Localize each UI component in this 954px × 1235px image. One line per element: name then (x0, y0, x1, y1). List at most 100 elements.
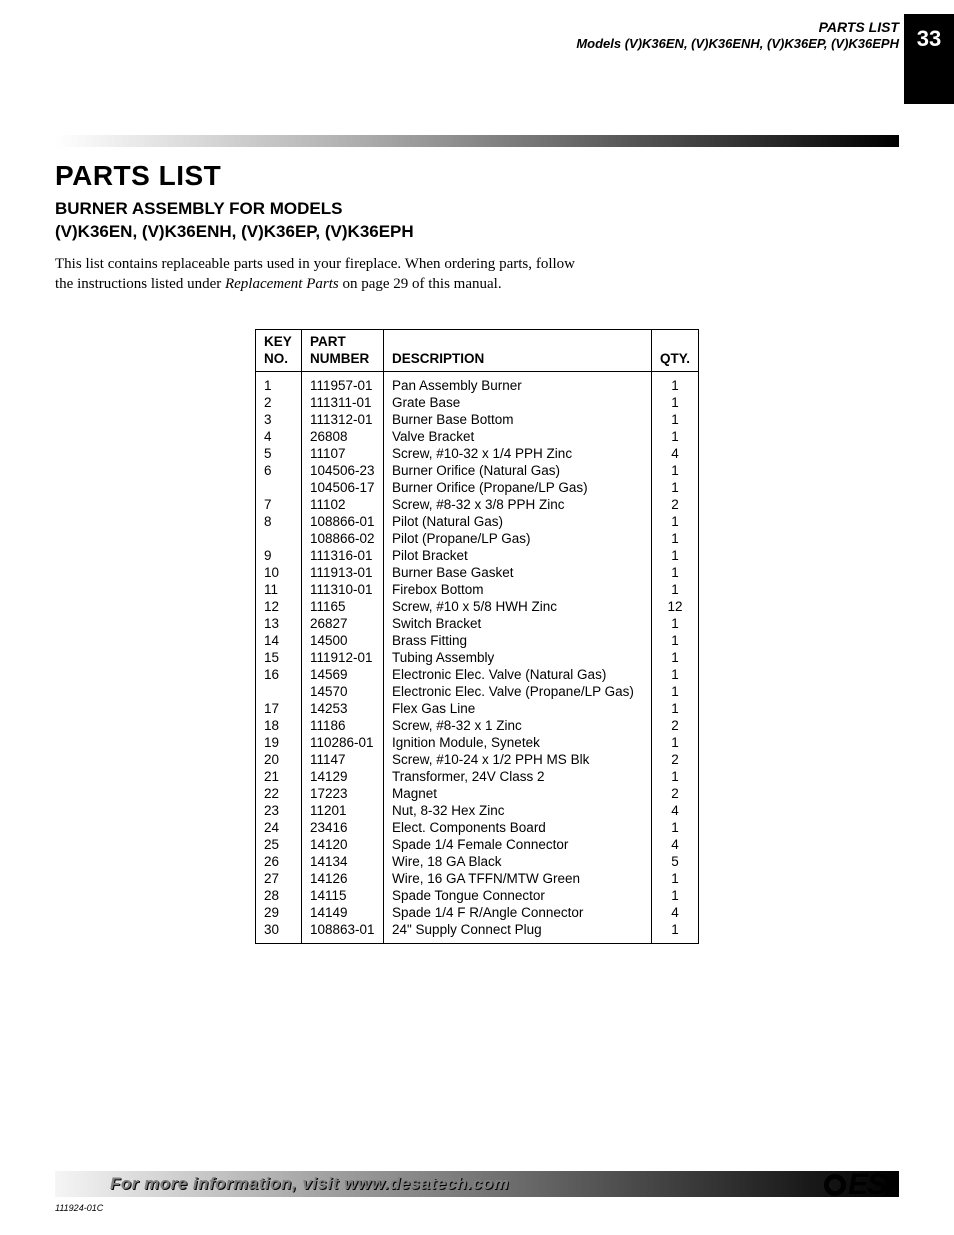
cell-part: 110286-01 (301, 734, 383, 751)
table-row: 2614134Wire, 18 GA Black5 (255, 853, 698, 870)
cell-part: 14115 (301, 887, 383, 904)
page-number-value: 33 (917, 26, 941, 52)
cell-part: 14126 (301, 870, 383, 887)
col-part-l1: PART (310, 334, 346, 349)
table-row: 104506-17Burner Orifice (Propane/LP Gas)… (255, 479, 698, 496)
cell-key: 10 (255, 564, 301, 581)
cell-desc: Pilot (Natural Gas) (383, 513, 651, 530)
para-post: on page 29 of this manual. (339, 276, 502, 292)
cell-part: 11201 (301, 802, 383, 819)
cell-qty: 1 (651, 479, 698, 496)
table-row: 108866-02Pilot (Propane/LP Gas)1 (255, 530, 698, 547)
cell-desc: Burner Base Gasket (383, 564, 651, 581)
col-header-desc: DESCRIPTION (383, 330, 651, 371)
cell-part: 14569 (301, 666, 383, 683)
cell-desc: Brass Fitting (383, 632, 651, 649)
cell-qty: 1 (651, 462, 698, 479)
cell-key: 24 (255, 819, 301, 836)
cell-key: 29 (255, 904, 301, 921)
col-part-l2: NUMBER (310, 351, 369, 366)
cell-part: 26808 (301, 428, 383, 445)
cell-part: 108866-01 (301, 513, 383, 530)
cell-part: 14120 (301, 836, 383, 853)
col-header-part: PART NUMBER (301, 330, 383, 371)
table-row: 2714126Wire, 16 GA TFFN/MTW Green1 (255, 870, 698, 887)
cell-qty: 1 (651, 411, 698, 428)
table-row: 2814115Spade Tongue Connector1 (255, 887, 698, 904)
cell-part: 14134 (301, 853, 383, 870)
cell-qty: 4 (651, 904, 698, 921)
cell-qty: 2 (651, 496, 698, 513)
table-row: 3111312-01Burner Base Bottom1 (255, 411, 698, 428)
desa-logo: ES (824, 1168, 899, 1202)
table-header-row: KEY NO. PART NUMBER DESCRIPTION QTY. (255, 330, 698, 371)
cell-key: 15 (255, 649, 301, 666)
cell-part: 23416 (301, 819, 383, 836)
cell-desc: Burner Orifice (Natural Gas) (383, 462, 651, 479)
table-row: 1614569Electronic Elec. Valve (Natural G… (255, 666, 698, 683)
cell-part: 104506-23 (301, 462, 383, 479)
logo-text: ES (848, 1168, 886, 1202)
col-desc-l: DESCRIPTION (392, 351, 484, 366)
cell-part: 14570 (301, 683, 383, 700)
main-title: PARTS LIST (55, 160, 899, 192)
cell-part: 108863-01 (301, 921, 383, 944)
cell-key: 8 (255, 513, 301, 530)
table-row: 426808Valve Bracket1 (255, 428, 698, 445)
table-row: 2423416Elect. Components Board1 (255, 819, 698, 836)
table-row: 1811186Screw, #8-32 x 1 Zinc2 (255, 717, 698, 734)
table-row: 30108863-0124" Supply Connect Plug1 (255, 921, 698, 944)
cell-part: 111913-01 (301, 564, 383, 581)
cell-qty: 1 (651, 581, 698, 598)
cell-key: 18 (255, 717, 301, 734)
cell-part: 14149 (301, 904, 383, 921)
cell-desc: Transformer, 24V Class 2 (383, 768, 651, 785)
cell-qty: 1 (651, 428, 698, 445)
cell-qty: 1 (651, 564, 698, 581)
table-row: 11111310-01Firebox Bottom1 (255, 581, 698, 598)
table-row: 711102Screw, #8-32 x 3/8 PPH Zinc2 (255, 496, 698, 513)
table-row: 10111913-01Burner Base Gasket1 (255, 564, 698, 581)
table-row: 1111957-01Pan Assembly Burner1 (255, 371, 698, 394)
table-row: 9111316-01Pilot Bracket1 (255, 547, 698, 564)
subtitle-line1: BURNER ASSEMBLY FOR MODELS (55, 199, 342, 218)
cell-desc: Screw, #10 x 5/8 HWH Zinc (383, 598, 651, 615)
cell-key: 23 (255, 802, 301, 819)
table-row: 511107Screw, #10-32 x 1/4 PPH Zinc4 (255, 445, 698, 462)
page-number-tab: 33 (904, 14, 954, 104)
cell-key: 22 (255, 785, 301, 802)
cell-key: 6 (255, 462, 301, 479)
cell-key: 17 (255, 700, 301, 717)
cell-part: 11147 (301, 751, 383, 768)
cell-qty: 2 (651, 785, 698, 802)
cell-key: 28 (255, 887, 301, 904)
cell-desc: Screw, #10-32 x 1/4 PPH Zinc (383, 445, 651, 462)
header-models: Models (V)K36EN, (V)K36ENH, (V)K36EP, (V… (576, 36, 899, 53)
col-qty-l: QTY. (660, 351, 690, 366)
cell-desc: Nut, 8-32 Hex Zinc (383, 802, 651, 819)
cell-desc: Electronic Elec. Valve (Propane/LP Gas) (383, 683, 651, 700)
cell-key: 12 (255, 598, 301, 615)
logo-caret-icon (885, 1174, 899, 1196)
cell-key: 3 (255, 411, 301, 428)
cell-part: 11186 (301, 717, 383, 734)
col-header-key: KEY NO. (255, 330, 301, 371)
cell-qty: 1 (651, 371, 698, 394)
cell-key: 26 (255, 853, 301, 870)
cell-desc: Spade Tongue Connector (383, 887, 651, 904)
cell-key: 2 (255, 394, 301, 411)
footer-bar: For more information, visit www.desatech… (55, 1171, 899, 1197)
cell-qty: 1 (651, 530, 698, 547)
cell-desc: Ignition Module, Synetek (383, 734, 651, 751)
cell-desc: Pilot (Propane/LP Gas) (383, 530, 651, 547)
cell-key: 11 (255, 581, 301, 598)
cell-desc: Switch Bracket (383, 615, 651, 632)
cell-part: 11102 (301, 496, 383, 513)
cell-key: 19 (255, 734, 301, 751)
cell-part: 111316-01 (301, 547, 383, 564)
cell-key: 20 (255, 751, 301, 768)
cell-desc: Spade 1/4 F R/Angle Connector (383, 904, 651, 921)
cell-qty: 4 (651, 836, 698, 853)
cell-desc: 24" Supply Connect Plug (383, 921, 651, 944)
cell-qty: 1 (651, 887, 698, 904)
